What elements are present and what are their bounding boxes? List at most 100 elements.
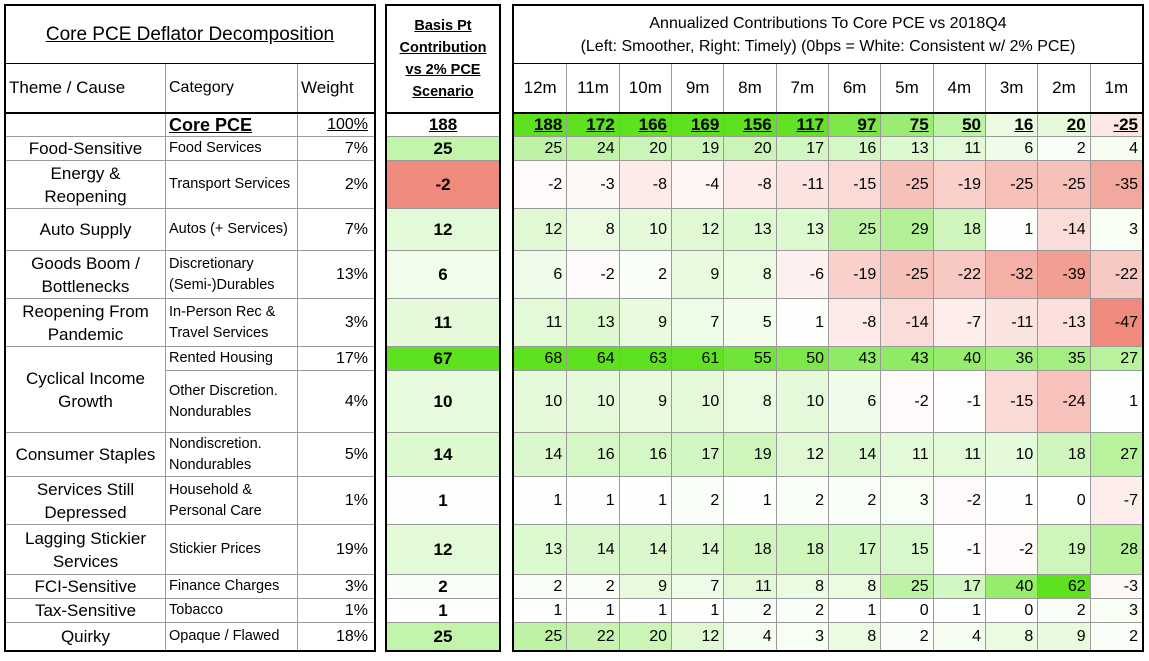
chart-title: Annualized Contributions To Core PCE vs … (514, 6, 1142, 63)
category-cell: Finance Charges (165, 575, 297, 598)
contribution-cell: -24 (1037, 371, 1090, 432)
contribution-cell: 1 (775, 299, 828, 346)
contribution-cell: 10 (618, 209, 671, 250)
table-row: Rented Housing 17% (165, 346, 374, 370)
category-cell: Rented Housing (165, 347, 297, 370)
contribution-cell: 8 (775, 575, 828, 598)
contribution-cell: 1 (671, 599, 724, 622)
weight-cell: 2% (297, 161, 372, 208)
title-line-2: (Left: Smoother, Right: Timely) (0bps = … (580, 37, 1076, 55)
theme-cell: Energy & Reopening (6, 160, 165, 208)
contribution-cell: -19 (932, 161, 985, 208)
contribution-cell: -1 (932, 525, 985, 574)
header-weight: Weight (297, 64, 372, 112)
contribution-cell: 61 (671, 347, 724, 370)
contribution-cell: 55 (723, 347, 776, 370)
contribution-cell: 10 (671, 371, 724, 432)
contribution-row: 1 (387, 476, 499, 524)
contribution-cell: 2 (880, 623, 933, 650)
contribution-row: 25 (387, 136, 499, 160)
period-header: 1m (1089, 64, 1142, 112)
contribution-cell: 43 (880, 347, 933, 370)
contribution-cell: 18 (723, 525, 776, 574)
period-header: 3m (985, 64, 1037, 112)
contribution-cell: 14 (566, 525, 619, 574)
contribution-cell: 11 (723, 575, 776, 598)
contribution-cell: 43 (828, 347, 881, 370)
contribution-cell: -22 (1089, 251, 1142, 298)
contribution-cell: 68 (514, 347, 567, 370)
left-title-row: Core PCE Deflator Decomposition (6, 6, 374, 63)
weight-cell: 1% (297, 599, 372, 622)
contribution-row: 67 (387, 346, 499, 370)
weight-cell: 7% (297, 137, 372, 160)
contribution-cell: 2 (671, 477, 724, 524)
contribution-cell: 9 (618, 575, 671, 598)
contribution-cell: 16 (618, 433, 671, 476)
contribution-row: 6 (387, 250, 499, 298)
theme-cell: Goods Boom / Bottlenecks (6, 250, 165, 298)
contribution-cell: 17 (932, 575, 985, 598)
contribution-cell: 8 (566, 209, 619, 250)
contribution-cell: 12 (514, 209, 567, 250)
weight-cell: 7% (297, 209, 372, 250)
contribution-cell: 6 (828, 371, 881, 432)
mid-core-row: 188 (387, 112, 499, 136)
title-line-1: Annualized Contributions To Core PCE vs … (649, 14, 1007, 32)
contribution-cell: 17 (775, 137, 828, 160)
contribution-cell: 9 (671, 251, 724, 298)
contribution-cell: -6 (775, 251, 828, 298)
category-cell: Food Services (165, 137, 297, 160)
contribution-cell: 50 (775, 347, 828, 370)
weight-cell: 13% (297, 251, 372, 298)
contribution-cell: 2 (618, 251, 671, 298)
contribution-cell: -3 (1089, 575, 1142, 598)
contribution-cell: -2 (880, 371, 933, 432)
contribution-value: -2 (435, 174, 451, 194)
contribution-cell: -7 (1089, 477, 1142, 524)
contribution-cell: 4 (932, 623, 985, 650)
contribution-cell: 29 (880, 209, 933, 250)
contribution-cell: -8 (723, 161, 776, 208)
contribution-cell: 1 (514, 477, 567, 524)
contribution-cell: 22 (566, 623, 619, 650)
contribution-cell: -11 (985, 299, 1038, 346)
contribution-cell: 1 (566, 599, 619, 622)
contribution-cell: 19 (723, 433, 776, 476)
table-row: Discretionary (Semi-)Durables 13% (165, 250, 374, 298)
theme-cell: Reopening From Pandemic (6, 298, 165, 346)
contribution-cell: 8 (985, 623, 1038, 650)
contribution-cell: 2 (1037, 599, 1090, 622)
contribution-cell: 17 (828, 525, 881, 574)
contribution-cell: 1 (985, 209, 1038, 250)
table-row: Finance Charges 3% (165, 574, 374, 598)
contribution-cell: 2 (1089, 623, 1142, 650)
category-cell: Discretionary (Semi-)Durables (165, 251, 297, 298)
table-row: 25 22 20 12 4 3 8 2 4 8 9 2 (514, 622, 1142, 650)
annualized-contributions-panel: Annualized Contributions To Core PCE vs … (512, 4, 1144, 652)
contribution-cell: 11 (932, 433, 985, 476)
category-cell: Opaque / Flawed (165, 623, 297, 650)
contribution-value: 1 (438, 490, 448, 510)
contribution-cell: -25 (985, 161, 1038, 208)
contribution-cell: 2 (514, 575, 567, 598)
contribution-cell: -2 (985, 525, 1038, 574)
contribution-value: 25 (433, 626, 453, 646)
theme-cell: FCI-Sensitive (6, 574, 165, 598)
core-period-value: 117 (775, 114, 828, 136)
contribution-cell: 16 (566, 433, 619, 476)
core-period-value: 20 (1037, 114, 1090, 136)
contribution-value: 25 (433, 138, 453, 158)
contribution-cell: -35 (1089, 161, 1142, 208)
contribution-cell: -25 (880, 161, 933, 208)
contribution-cell: 14 (828, 433, 881, 476)
contribution-cell: 19 (1037, 525, 1090, 574)
contribution-cell: 25 (514, 137, 567, 160)
theme-cell: Cyclical Income Growth (6, 346, 165, 432)
period-header: 2m (1037, 64, 1089, 112)
contribution-cell: 18 (1037, 433, 1090, 476)
period-header-row: 12m 11m 10m 9m 8m 7m 6m 5m 4m 3m 2m 1m (514, 63, 1142, 112)
theme-cell: Services Still Depressed (6, 476, 165, 524)
contribution-row: 2 (387, 574, 499, 598)
